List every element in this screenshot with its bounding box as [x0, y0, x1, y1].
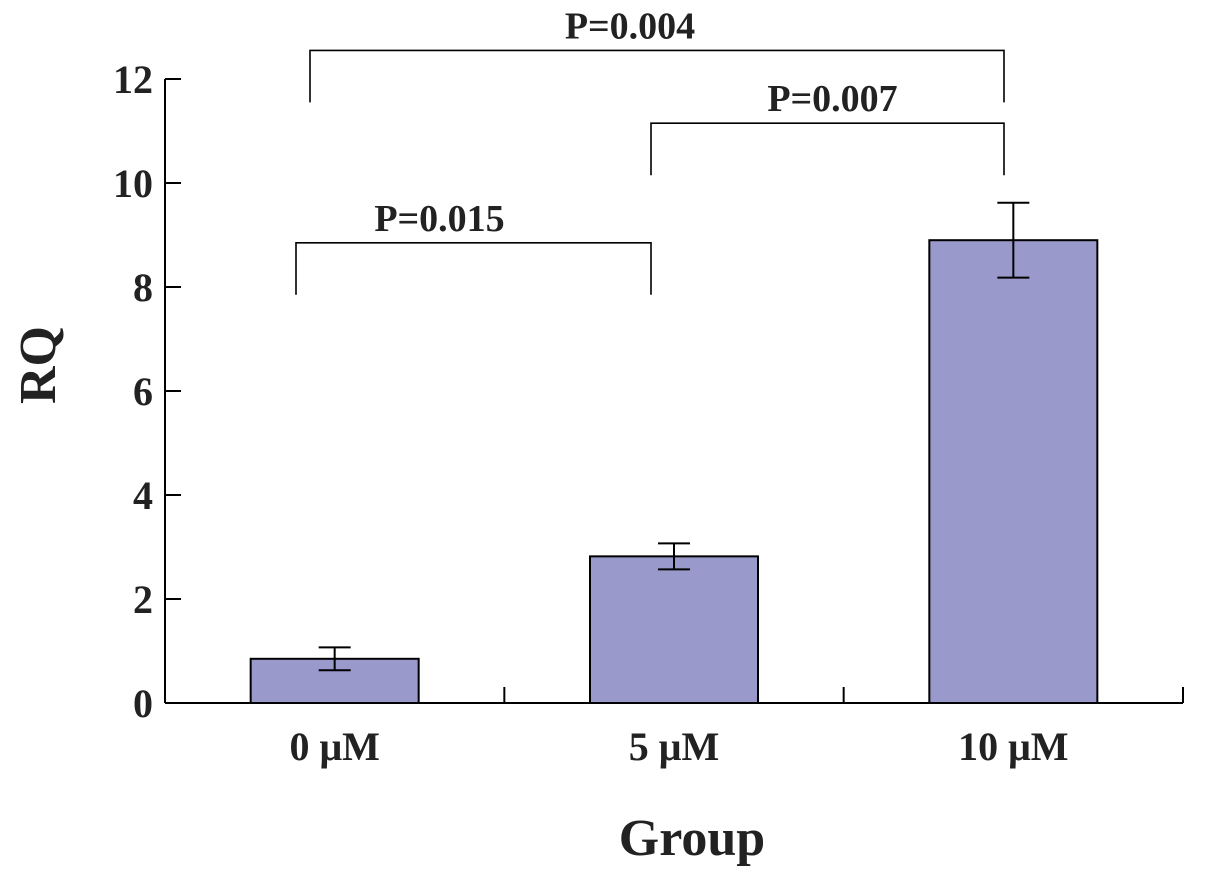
p-value-label: P=0.007: [767, 78, 897, 120]
x-tick-label: 0 μM: [289, 724, 379, 769]
y-axis-title: RQ: [10, 326, 67, 404]
x-tick-label: 5 μM: [629, 724, 719, 769]
bar: [928, 239, 1099, 704]
significance-brackets: P=0.015 P=0.007 P=0.004: [295, 5, 1005, 295]
p-value-label: P=0.004: [565, 5, 695, 47]
p-value-label: P=0.015: [374, 198, 504, 240]
y-tick-label: 2: [133, 577, 153, 622]
y-tick-label: 12: [113, 57, 153, 102]
bar: [589, 555, 759, 704]
y-tick-label: 8: [133, 265, 153, 310]
significance-bracket: [650, 122, 1005, 176]
y-tick-label: 6: [133, 369, 153, 414]
x-tick-label: 10 μM: [958, 724, 1068, 769]
significance-bracket: [295, 242, 652, 295]
bars: [249, 201, 1099, 704]
significance-bracket: [309, 49, 1005, 103]
y-tick-label: 0: [133, 681, 153, 726]
y-tick-label: 4: [133, 473, 153, 518]
x-axis-title: Group: [619, 810, 765, 867]
y-tick-label: 10: [113, 161, 153, 206]
y-axis: 0 2 4 6 8 10 12: [113, 57, 181, 726]
